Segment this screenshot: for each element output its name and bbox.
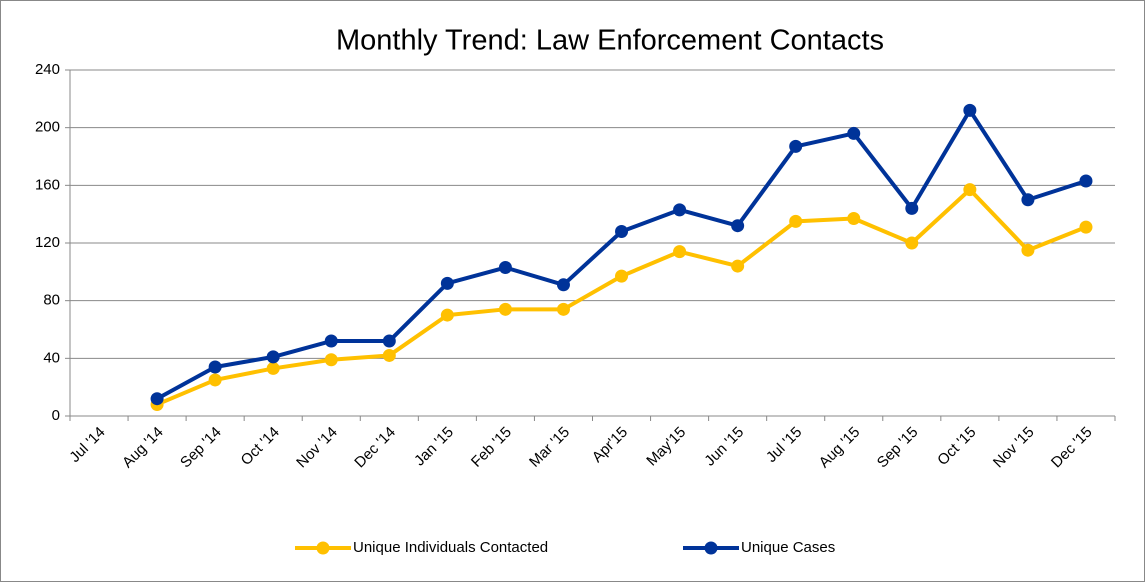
chart-title: Monthly Trend: Law Enforcement Contacts — [336, 25, 884, 57]
data-point — [1079, 174, 1093, 188]
data-point — [615, 224, 629, 238]
data-point — [1021, 193, 1035, 207]
data-point — [324, 353, 338, 367]
data-point — [847, 126, 861, 140]
data-point — [556, 278, 570, 292]
data-point — [905, 236, 919, 250]
data-point — [847, 211, 861, 225]
data-point — [440, 276, 454, 290]
data-point — [905, 201, 919, 215]
data-point — [1079, 220, 1093, 234]
data-point — [1021, 243, 1035, 257]
data-point — [266, 350, 280, 364]
data-point — [324, 334, 338, 348]
data-point — [382, 334, 396, 348]
data-point — [556, 302, 570, 316]
y-tick-label: 80 — [43, 292, 60, 309]
data-point — [208, 373, 222, 387]
data-point — [615, 269, 629, 283]
y-tick-label: 160 — [35, 176, 60, 193]
data-point — [789, 139, 803, 153]
data-point — [150, 392, 164, 406]
legend-label: Unique Individuals Contacted — [353, 539, 548, 556]
data-point — [731, 219, 745, 233]
legend-marker — [316, 541, 330, 555]
data-point — [789, 214, 803, 228]
legend-marker — [704, 541, 718, 555]
data-point — [498, 261, 512, 275]
data-point — [382, 348, 396, 362]
data-point — [673, 245, 687, 259]
data-point — [963, 183, 977, 197]
y-tick-label: 240 — [35, 61, 60, 78]
data-point — [731, 259, 745, 273]
legend-label: Unique Cases — [741, 539, 835, 556]
data-point — [208, 360, 222, 374]
data-point — [673, 203, 687, 217]
data-point — [498, 302, 512, 316]
y-tick-label: 0 — [52, 407, 60, 424]
data-point — [963, 103, 977, 117]
y-tick-label: 200 — [35, 119, 60, 136]
data-point — [266, 361, 280, 375]
data-point — [440, 308, 454, 322]
y-tick-label: 120 — [35, 234, 60, 251]
y-tick-label: 40 — [43, 349, 60, 366]
